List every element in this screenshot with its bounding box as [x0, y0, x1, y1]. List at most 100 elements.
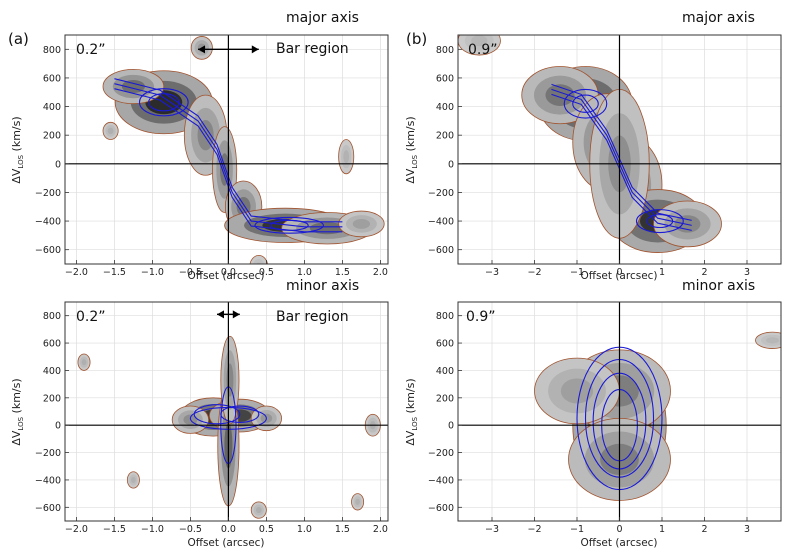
x-tick-labels: −2.0 −1.5 −1.0 −0.5 0.0 0.5 1.0 1.5 2.0 [65, 260, 388, 278]
plot-frame [64, 34, 389, 265]
y-tick-label: −600 [428, 245, 454, 256]
y-tick-label: −400 [428, 217, 454, 228]
plot-frame [64, 301, 389, 522]
x-tick-label: −2 [527, 267, 541, 278]
beam-resolution-label: 0.9” [468, 42, 498, 58]
y-tick-label: 600 [43, 339, 61, 350]
x-tick-label: 2 [701, 267, 707, 278]
x-tick-label: 1 [659, 267, 665, 278]
x-tick-label: −2.0 [65, 267, 88, 278]
y-tick-labels: −600 −400 −200 0 200 400 600 800 [35, 45, 69, 256]
x-tick-label: 0.5 [259, 267, 274, 278]
y-tick-label: 600 [436, 73, 454, 84]
x-tick-label: 3 [744, 267, 750, 278]
model-contour [138, 88, 189, 117]
x-tick-label: −1.5 [103, 267, 126, 278]
y-tick-label: −600 [35, 245, 61, 256]
x-tick-label: −1.0 [141, 524, 164, 535]
emission-peak [355, 498, 360, 505]
x-tick-label: 0 [616, 524, 622, 535]
y-tick-label: 400 [43, 366, 61, 377]
x-tick-label: 3 [744, 524, 750, 535]
x-tick-label: 2.0 [373, 267, 388, 278]
panel-label-a: (a) [8, 30, 29, 48]
emission-peak [766, 337, 779, 344]
y-tick-label: 800 [43, 45, 61, 56]
panel-title: major axis [682, 10, 755, 26]
model-ridge-contour [114, 83, 343, 228]
y-tick-label: 800 [436, 45, 454, 56]
x-tick-labels: −2.0 −1.5 −1.0 −0.5 0.0 0.5 1.0 1.5 2.0 [65, 517, 388, 535]
y-tick-label: −400 [35, 475, 61, 486]
x-tick-label: −0.5 [179, 267, 202, 278]
x-tick-labels: −3 −2 −1 0 1 2 3 [485, 260, 750, 278]
x-axis-label: Offset (arcsec) [187, 537, 264, 549]
y-tick-labels: −600 −400 −200 0 200 400 600 800 [428, 311, 462, 514]
y-tick-label: 0 [55, 421, 61, 432]
y-tick-label: 400 [436, 366, 454, 377]
emission-peak [81, 359, 87, 366]
y-tick-label: 0 [448, 159, 454, 170]
x-tick-label: −3 [485, 267, 499, 278]
model-ridge-contour [114, 78, 343, 223]
y-tick-labels: −600 −400 −200 0 200 400 600 800 [35, 311, 69, 514]
panel-a-minor-axis: minor axis 0.2” Bar region −2.0 −1.5 −1.0−… [10, 278, 389, 549]
panel-b-major-axis: major axis 0.9” −3 −2 −1 0 1 2 3 −600 −400 −200 0… [404, 10, 782, 282]
x-tick-label: −3 [485, 524, 499, 535]
beam-resolution-label: 0.9” [466, 309, 496, 325]
y-tick-label: 200 [43, 131, 61, 142]
x-tick-label: −1.0 [141, 267, 164, 278]
arrow-head-right [232, 310, 240, 319]
model-contour [193, 404, 241, 425]
y-tick-label: −200 [35, 448, 61, 459]
y-tick-label: 600 [43, 73, 61, 84]
y-tick-labels: −600 −400 −200 0 200 400 600 800 [428, 45, 462, 256]
y-axis-label: ΔVLOS (km/s) [10, 116, 25, 183]
bar-region-label: Bar region [276, 41, 349, 57]
y-tick-label: 0 [448, 421, 454, 432]
emission-peak [352, 219, 371, 229]
y-axis-label: ΔVLOS (km/s) [404, 378, 419, 445]
panel-title: major axis [286, 10, 359, 26]
emission-peak [131, 476, 136, 484]
emission-peak [343, 150, 350, 164]
x-tick-label: 1.5 [335, 524, 350, 535]
panel-title: minor axis [682, 278, 755, 294]
x-axis-label: Offset (arcsec) [187, 270, 264, 282]
y-tick-label: −200 [428, 188, 454, 199]
panel-a-major-axis: major axis 0.2” Bar region −2.0 −1.5 −1.0 −… [10, 10, 389, 282]
y-tick-label: 200 [436, 393, 454, 404]
bar-region-label: Bar region [276, 309, 349, 325]
y-tick-label: 0 [55, 159, 61, 170]
y-tick-label: 800 [436, 311, 454, 322]
model-contour [635, 209, 684, 234]
emission-peak [471, 35, 488, 47]
panel-label-b: (b) [406, 30, 427, 48]
x-tick-label: −1 [570, 524, 584, 535]
x-tick-label: −0.5 [179, 524, 202, 535]
x-tick-label: −2.0 [65, 524, 88, 535]
model-contour [148, 93, 180, 112]
x-axis-label: Offset (arcsec) [580, 537, 657, 549]
beam-resolution-label: 0.2” [76, 42, 106, 58]
x-tick-label: −1.5 [103, 524, 126, 535]
emission-peak [255, 506, 262, 514]
y-tick-label: 200 [43, 393, 61, 404]
y-tick-label: −600 [428, 503, 454, 514]
x-tick-label: 0.0 [221, 524, 236, 535]
y-tick-label: −600 [35, 503, 61, 514]
x-tick-label: −1 [570, 267, 584, 278]
plot-area [458, 35, 781, 264]
x-tick-label: 0 [616, 267, 622, 278]
x-tick-label: 1 [659, 524, 665, 535]
y-tick-label: 400 [436, 102, 454, 113]
emission-mid-level [253, 259, 265, 264]
model-contour [572, 94, 599, 113]
emission-peak [309, 222, 345, 235]
beam-resolution-label: 0.2” [76, 309, 106, 325]
x-tick-label: 0.5 [259, 524, 274, 535]
model-ridge-contour [114, 88, 343, 233]
x-axis-label: Offset (arcsec) [580, 270, 657, 282]
y-tick-label: −400 [35, 217, 61, 228]
